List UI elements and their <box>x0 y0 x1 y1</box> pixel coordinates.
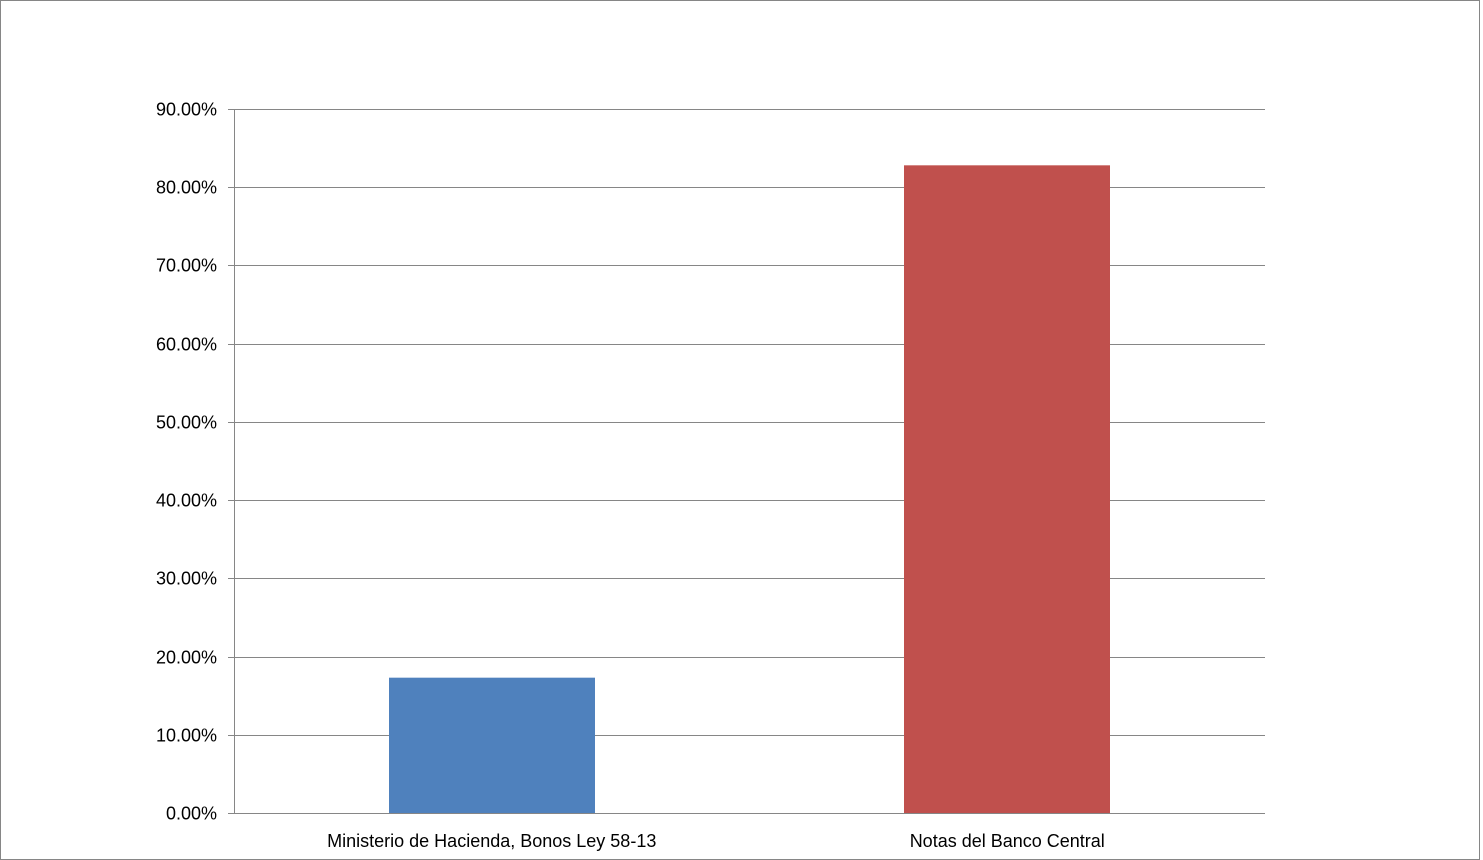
x-category-label: Ministerio de Hacienda, Bonos Ley 58-13 <box>327 831 656 851</box>
y-tick-label: 60.00% <box>156 335 217 355</box>
y-tick-label: 30.00% <box>156 569 217 589</box>
y-tick-label: 70.00% <box>156 256 217 276</box>
bar-1 <box>389 677 595 813</box>
axes <box>228 109 1265 814</box>
bars <box>389 165 1110 813</box>
gridlines <box>234 109 1265 736</box>
y-tick-label: 10.00% <box>156 726 217 746</box>
y-tick-label: 80.00% <box>156 178 217 198</box>
bar-2 <box>904 165 1110 813</box>
y-tick-label: 50.00% <box>156 413 217 433</box>
x-category-label: Notas del Banco Central <box>910 831 1105 851</box>
y-tick-label: 40.00% <box>156 491 217 511</box>
y-axis-tick-labels: 0.00% 10.00% 20.00% 30.00% 40.00% 50.00% 60.00… <box>156 100 217 824</box>
x-axis-category-labels: Ministerio de Hacienda, Bonos Ley 58-13 N… <box>327 831 1105 851</box>
y-tick-label: 20.00% <box>156 648 217 668</box>
y-tick-label: 0.00% <box>166 804 217 824</box>
y-tick-label: 90.00% <box>156 100 217 120</box>
